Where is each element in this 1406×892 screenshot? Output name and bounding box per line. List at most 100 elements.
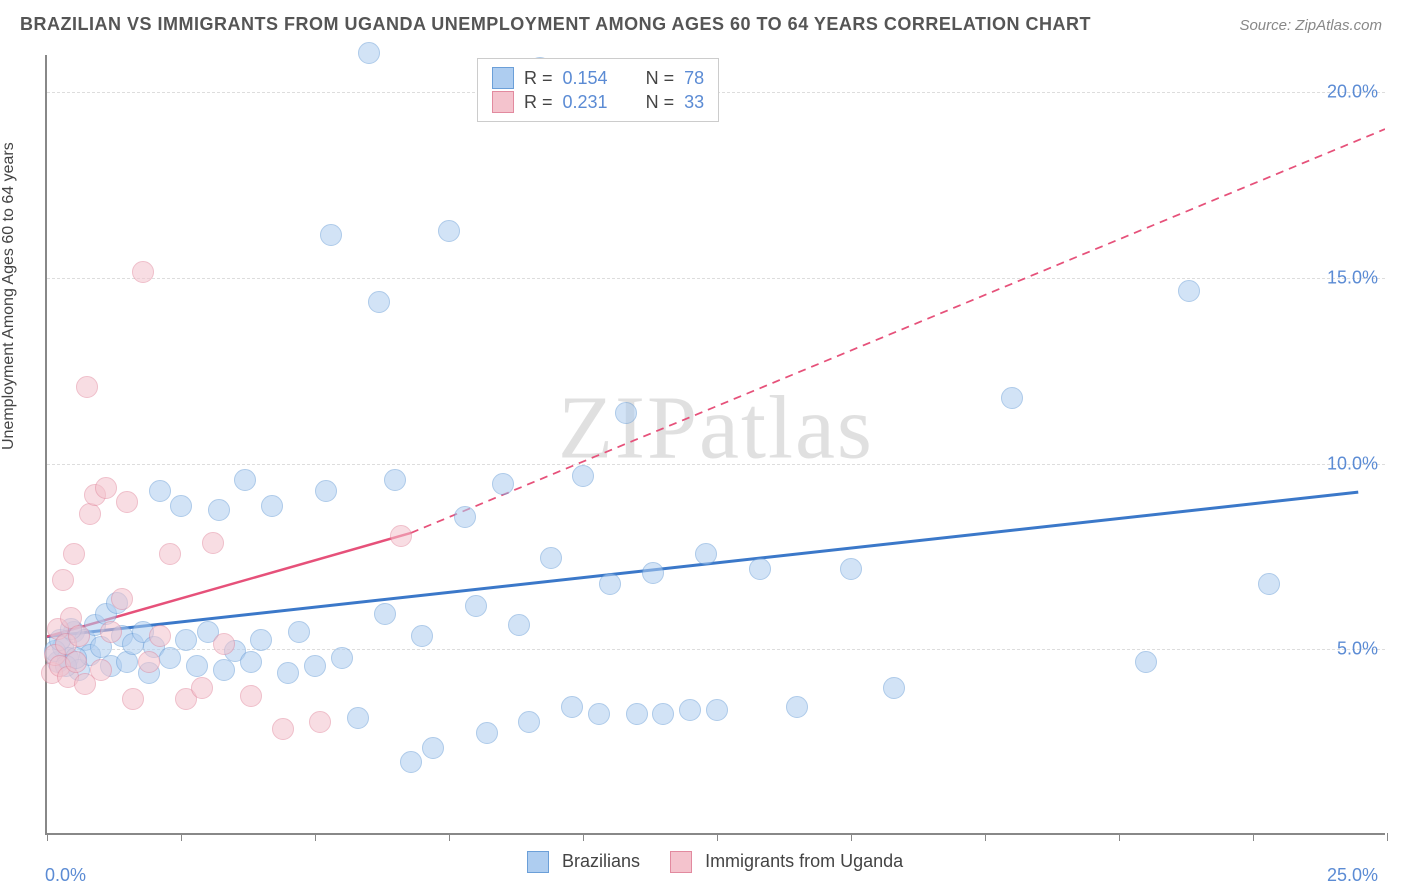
y-tick-label: 20.0% [1327, 82, 1378, 103]
data-point [1135, 651, 1157, 673]
n-value: 33 [684, 92, 704, 113]
data-point [476, 722, 498, 744]
legend-item: Immigrants from Uganda [670, 851, 903, 873]
data-point [288, 621, 310, 643]
data-point [277, 662, 299, 684]
chart-title: BRAZILIAN VS IMMIGRANTS FROM UGANDA UNEM… [20, 14, 1091, 35]
y-tick-label: 10.0% [1327, 453, 1378, 474]
data-point [695, 543, 717, 565]
data-point [572, 465, 594, 487]
x-tick [47, 833, 48, 841]
data-point [149, 480, 171, 502]
data-point [786, 696, 808, 718]
y-axis-label: Unemployment Among Ages 60 to 64 years [0, 142, 18, 450]
data-point [390, 525, 412, 547]
data-point [384, 469, 406, 491]
r-label: R = [524, 92, 553, 113]
legend-row: R = 0.231 N = 33 [492, 91, 704, 113]
y-tick-label: 15.0% [1327, 267, 1378, 288]
x-tick [985, 833, 986, 841]
data-point [213, 633, 235, 655]
legend-label: Brazilians [562, 851, 640, 871]
gridline [47, 464, 1385, 465]
data-point [642, 562, 664, 584]
data-point [438, 220, 460, 242]
data-point [159, 543, 181, 565]
data-point [840, 558, 862, 580]
n-label: N = [646, 68, 675, 89]
y-tick-label: 5.0% [1337, 639, 1378, 660]
series-legend: Brazilians Immigrants from Uganda [527, 851, 903, 873]
data-point [465, 595, 487, 617]
x-tick [449, 833, 450, 841]
data-point [63, 543, 85, 565]
source-attribution: Source: ZipAtlas.com [1239, 17, 1382, 34]
data-point [518, 711, 540, 733]
legend-label: Immigrants from Uganda [705, 851, 903, 871]
data-point [170, 495, 192, 517]
data-point [116, 491, 138, 513]
data-point [540, 547, 562, 569]
x-axis-max-label: 25.0% [1327, 865, 1378, 886]
data-point [1001, 387, 1023, 409]
data-point [1258, 573, 1280, 595]
data-point [240, 685, 262, 707]
n-label: N = [646, 92, 675, 113]
x-tick [717, 833, 718, 841]
r-label: R = [524, 68, 553, 89]
data-point [240, 651, 262, 673]
trendline [411, 129, 1385, 533]
data-point [68, 625, 90, 647]
data-point [122, 688, 144, 710]
data-point [411, 625, 433, 647]
legend-swatch-pink [492, 91, 514, 113]
data-point [331, 647, 353, 669]
data-point [202, 532, 224, 554]
x-tick [315, 833, 316, 841]
data-point [138, 651, 160, 673]
x-tick [1387, 833, 1388, 841]
data-point [175, 629, 197, 651]
data-point [679, 699, 701, 721]
data-point [347, 707, 369, 729]
data-point [358, 42, 380, 64]
data-point [315, 480, 337, 502]
data-point [508, 614, 530, 636]
r-value: 0.154 [563, 68, 608, 89]
data-point [111, 588, 133, 610]
n-value: 78 [684, 68, 704, 89]
r-value: 0.231 [563, 92, 608, 113]
data-point [309, 711, 331, 733]
legend-item: Brazilians [527, 851, 640, 873]
data-point [368, 291, 390, 313]
x-tick [1119, 833, 1120, 841]
legend-row: R = 0.154 N = 78 [492, 67, 704, 89]
data-point [588, 703, 610, 725]
data-point [191, 677, 213, 699]
data-point [615, 402, 637, 424]
data-point [250, 629, 272, 651]
data-point [95, 477, 117, 499]
data-point [454, 506, 476, 528]
data-point [1178, 280, 1200, 302]
data-point [706, 699, 728, 721]
data-point [561, 696, 583, 718]
data-point [422, 737, 444, 759]
data-point [79, 503, 101, 525]
data-point [76, 376, 98, 398]
data-point [492, 473, 514, 495]
data-point [652, 703, 674, 725]
data-point [320, 224, 342, 246]
data-point [213, 659, 235, 681]
data-point [749, 558, 771, 580]
data-point [149, 625, 171, 647]
x-tick [1253, 833, 1254, 841]
x-tick [851, 833, 852, 841]
x-axis-min-label: 0.0% [45, 865, 86, 886]
data-point [132, 261, 154, 283]
data-point [100, 621, 122, 643]
data-point [304, 655, 326, 677]
legend-swatch-blue [527, 851, 549, 873]
legend-swatch-blue [492, 67, 514, 89]
legend-swatch-pink [670, 851, 692, 873]
